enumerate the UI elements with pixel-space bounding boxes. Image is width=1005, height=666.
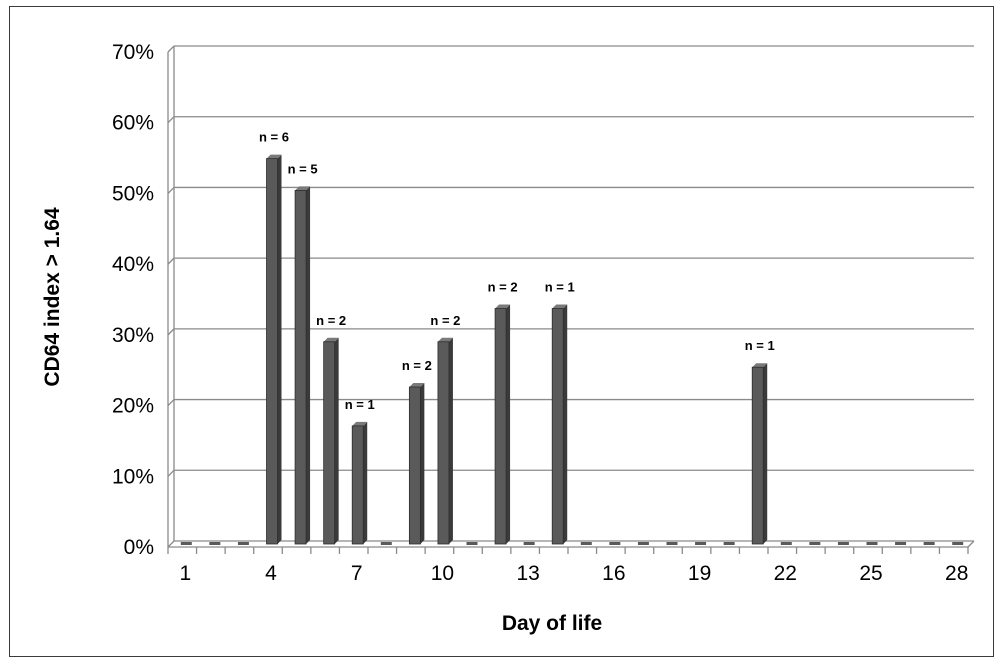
bar: [180, 542, 192, 545]
data-label: n = 2: [488, 280, 518, 295]
bar: [837, 542, 849, 545]
y-tick-label: 70%: [112, 41, 154, 64]
x-tick-label: 25: [859, 562, 882, 585]
y-tick-label: 0%: [124, 536, 154, 559]
x-tick-label: 7: [351, 562, 363, 585]
data-labels: n = 6 n = 5 n = 2 n = 1 n = 2 n = 2 n = 2 n = 1…: [259, 130, 775, 412]
bar: [380, 542, 392, 545]
y-tick-labels: 0% 10% 20% 30% 40% 50% 60% 70%: [112, 41, 154, 559]
x-tick-label: 13: [516, 562, 539, 585]
bar: [923, 542, 935, 545]
y-tick-label: 40%: [112, 253, 154, 276]
bar: [895, 542, 907, 545]
gridline-depth: [167, 540, 175, 548]
x-tick-label: 16: [602, 562, 625, 585]
data-label: n = 2: [430, 313, 460, 328]
bar: [580, 542, 592, 545]
bar: [809, 542, 821, 545]
x-tick-label: 22: [774, 562, 797, 585]
gridline-depth: [167, 399, 175, 407]
bar: [437, 337, 453, 545]
y-axis-title: CD64 index > 1.64: [41, 207, 64, 386]
bar: [494, 304, 511, 545]
bar: [323, 337, 339, 545]
x-tick-label: 10: [431, 562, 454, 585]
bar: [266, 154, 282, 545]
bar: [695, 542, 707, 545]
bar: [666, 542, 678, 545]
gridline-depth: [167, 186, 175, 194]
x-tick-label: 19: [688, 562, 711, 585]
data-label: n = 1: [545, 280, 575, 295]
bar: [351, 421, 368, 545]
data-label: n = 2: [316, 313, 346, 328]
bar: [523, 542, 535, 545]
bar: [751, 363, 768, 545]
bar: [637, 542, 649, 545]
x-tick-label: 1: [179, 562, 191, 585]
gridline-depth: [167, 328, 175, 336]
bar: [209, 542, 221, 545]
data-label: n = 1: [345, 397, 375, 412]
bar: [780, 542, 792, 545]
x-axis-title: Day of life: [502, 612, 602, 635]
data-label: n = 6: [259, 130, 289, 145]
gridline-depth: [167, 45, 175, 53]
axes: [167, 46, 975, 554]
floor-edge: [967, 540, 975, 548]
bar: [723, 542, 735, 545]
y-tick-label: 20%: [112, 395, 154, 418]
gridlines: [167, 45, 974, 548]
bar: [609, 542, 621, 545]
bar: [866, 542, 878, 545]
y-tick-label: 50%: [112, 182, 154, 205]
bar: [466, 542, 478, 545]
y-tick-label: 60%: [112, 112, 154, 135]
gridline-depth: [167, 116, 175, 124]
bar: [551, 304, 568, 545]
data-label: n = 2: [402, 358, 432, 373]
y-tick-label: 30%: [112, 324, 154, 347]
x-tick-label: 28: [945, 562, 968, 585]
data-label: n = 1: [745, 338, 775, 353]
data-label: n = 5: [288, 161, 318, 176]
gridline-depth: [167, 257, 175, 265]
bar: [294, 186, 311, 545]
bar: [408, 383, 425, 545]
bars: [180, 154, 964, 545]
bar: [952, 542, 964, 545]
x-tick-label: 4: [265, 562, 277, 585]
y-tick-label: 10%: [112, 465, 154, 488]
gridline-depth: [167, 469, 175, 477]
bar: [237, 542, 249, 545]
x-tick-labels: 1 4 7 10 13 16 19 22 25 28: [179, 562, 968, 585]
